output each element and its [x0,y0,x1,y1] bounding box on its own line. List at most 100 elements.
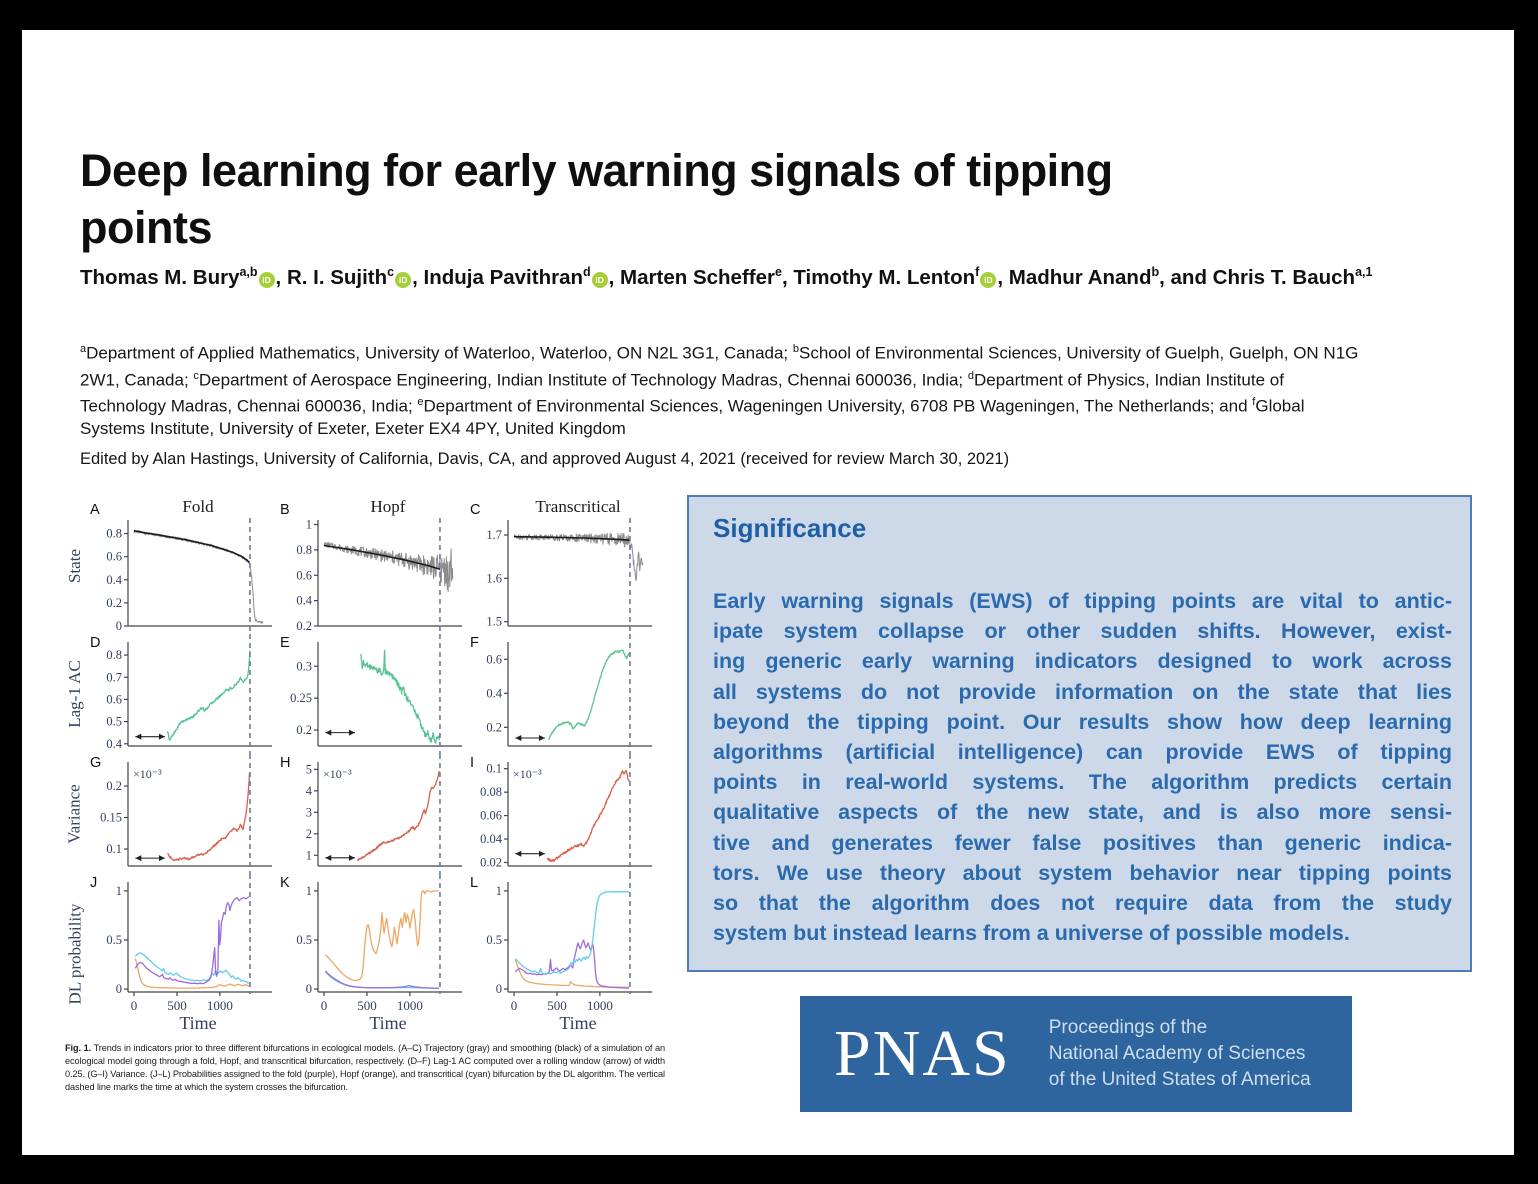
journal-subtitle: Proceedings of the National Academy of S… [1049,1015,1311,1093]
svg-text:Fold: Fold [182,498,214,516]
significance-line: so that the algorithm does not require d… [713,891,1452,916]
significance-line: algorithms (artificial intelligence) can… [713,740,1452,765]
svg-text:500: 500 [547,998,567,1013]
figure-panel-A: 0 0.2 0.4 0.6 0.8 Fold A [90,497,272,634]
svg-text:1.6: 1.6 [486,571,502,585]
page-title: Deep learning for early warning signals … [80,145,1113,254]
svg-text:1000: 1000 [587,998,613,1013]
author-superscript: a,b [239,265,258,279]
significance-box: Significance Early warning signals (EWS)… [687,495,1472,972]
orcid-icon[interactable]: iD [258,271,275,288]
svg-text:F: F [470,635,479,651]
svg-text:0.1: 0.1 [486,762,502,776]
svg-text:C: C [470,502,480,518]
figure-panel-C: 1.5 1.6 1.7 Transcritical C [470,497,652,634]
svg-text:500: 500 [357,998,377,1013]
svg-text:0.4: 0.4 [486,686,502,700]
svg-text:×10⁻³: ×10⁻³ [133,767,162,781]
journal-subtitle-line: of the United States of America [1048,1069,1311,1090]
journal-banner: PNAS Proceedings of the National Academy… [800,996,1352,1112]
svg-text:0.6: 0.6 [106,692,122,706]
edited-by-line: Edited by Alan Hastings, University of C… [80,450,1010,468]
pnas-logo: PNAS [834,1017,1011,1090]
figure-row-label: State [65,549,84,583]
svg-text:0.4: 0.4 [296,594,312,608]
svg-text:×10⁻³: ×10⁻³ [513,767,542,781]
svg-text:0: 0 [306,982,312,996]
svg-text:0: 0 [321,998,328,1013]
significance-line: ing generic early warning indicators des… [713,649,1452,674]
figure-panel-B: 0.2 0.4 0.6 0.8 1 Hopf B [280,497,462,634]
author: and Chris T. Baucha,1 [1170,265,1373,289]
author-superscript: e [774,265,782,279]
svg-text:Time: Time [369,1013,406,1033]
figure-caption: Fig. 1. Trends in indicators prior to th… [65,1042,665,1094]
svg-text:0: 0 [116,982,122,996]
svg-text:2: 2 [306,827,312,841]
svg-text:1: 1 [306,518,312,532]
svg-text:5: 5 [306,762,312,776]
svg-text:B: B [280,502,290,518]
author: Thomas M. Burya,b [80,265,258,289]
figure-caption-text: Trends in indicators prior to three diff… [65,1043,665,1092]
svg-text:0.7: 0.7 [106,670,122,684]
svg-text:1000: 1000 [207,998,233,1013]
svg-text:0.15: 0.15 [100,811,122,825]
svg-text:E: E [280,635,290,651]
author: Madhur Anandb [1008,265,1160,289]
svg-text:G: G [90,755,101,771]
author: R. I. Sujithc [286,265,395,289]
figure-panel-E: 0.2 0.25 0.3 E [280,634,462,754]
significance-line: tive and generates fewer false positives… [713,830,1452,855]
figure-panel-G: 0.1 0.15 0.2 G ×10⁻³ [90,754,272,874]
author-superscript: c [387,265,395,279]
significance-line: points in real-world systems. The algori… [713,770,1452,795]
author-superscript: a,1 [1355,265,1373,279]
svg-text:K: K [280,875,290,891]
affiliation-superscript: f [1252,396,1256,409]
orcid-icon[interactable]: iD [395,271,412,288]
svg-text:0.5: 0.5 [296,933,312,947]
svg-text:0.5: 0.5 [106,933,122,947]
affiliations: aDepartment of Applied Mathematics, Univ… [80,343,1359,438]
significance-line: tors. We use theory about system behavio… [713,860,1452,885]
significance-heading: Significance [713,513,867,543]
journal-subtitle-line: National Academy of Sciences [1048,1043,1306,1064]
svg-text:1: 1 [496,884,502,898]
svg-text:1: 1 [116,884,122,898]
svg-text:0.2: 0.2 [106,779,122,793]
author-list: Thomas M. Burya,biD, R. I. SujithciD, In… [80,265,1373,289]
svg-text:1.7: 1.7 [486,528,502,542]
svg-text:4: 4 [306,784,313,798]
author: Induja Pavithrand [423,265,591,289]
svg-text:0: 0 [131,998,138,1013]
svg-text:0.2: 0.2 [296,619,312,633]
orcid-icon[interactable]: iD [591,271,608,288]
svg-text:0.8: 0.8 [296,543,312,557]
svg-text:1.5: 1.5 [486,615,502,629]
affiliation-superscript: a [80,343,87,355]
svg-text:D: D [90,635,100,651]
svg-text:0.25: 0.25 [290,691,312,705]
paper-page: Deep learning for early warning signals … [22,30,1514,1155]
affiliation-superscript: c [193,369,199,382]
svg-text:0.2: 0.2 [106,596,122,610]
svg-text:0.4: 0.4 [106,573,122,587]
significance-line: system but instead learns from a univers… [713,921,1350,946]
svg-text:0.8: 0.8 [106,527,122,541]
figure-row-label: Variance [65,784,84,844]
significance-line: beyond the tipping point. Our results sh… [713,709,1452,734]
figure-caption-label: Fig. 1. [65,1043,92,1053]
orcid-icon[interactable]: iD [980,271,997,288]
author-superscript: f [975,265,980,279]
svg-text:A: A [90,502,100,518]
svg-text:0.5: 0.5 [486,933,502,947]
svg-text:0.5: 0.5 [106,715,122,729]
figure-row-label: DL probability [65,903,85,1005]
author: Marten Scheffere [620,265,782,289]
figure-1: State 0 0.2 0.4 0.6 0.8 Fold A 0.2 0.4 0.6 0.8 1 Hopf… [62,497,658,1034]
figure-panel-F: 0.2 0.4 0.6 F [470,634,652,754]
svg-text:0: 0 [511,998,518,1013]
svg-text:500: 500 [167,998,187,1013]
